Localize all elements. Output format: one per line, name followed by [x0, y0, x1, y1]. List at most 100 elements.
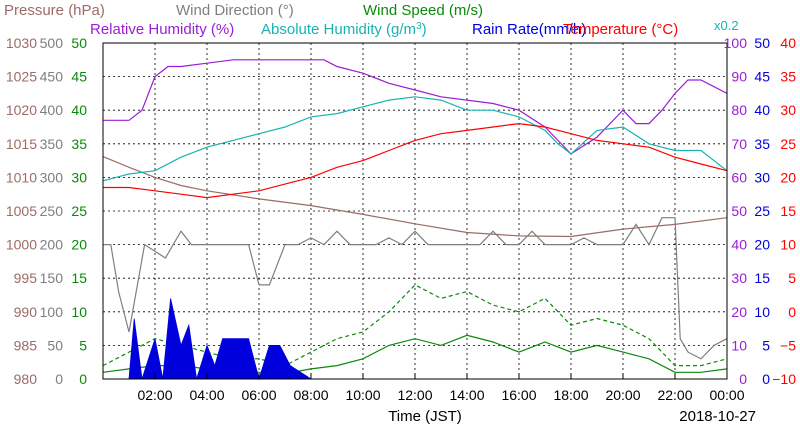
- y-tick-label-rain_rate: 15: [754, 270, 770, 286]
- y-tick-label-wind_speed: 15: [71, 270, 87, 286]
- y-tick-label-wind_speed: 25: [71, 203, 87, 219]
- y-tick-label-pressure: 1000: [6, 237, 37, 253]
- legend-entry: Absolute Humidity (g/m3): [261, 21, 427, 39]
- y-tick-label-wind_speed: 40: [71, 102, 87, 118]
- legend-entry: Rain Rate(mm/h): [472, 21, 586, 38]
- y-tick-label-wind_speed: 20: [71, 237, 87, 253]
- y-tick-label-relative_humidity: 60: [731, 169, 747, 185]
- y-tick-label-relative_humidity: 50: [731, 203, 747, 219]
- x-tick-label: 02:00: [137, 387, 172, 403]
- series-relative-humidity: [103, 59, 728, 155]
- y-tick-label-rain_rate: 50: [754, 35, 770, 51]
- grid: [103, 43, 727, 379]
- y-tick-label-wind_speed: 50: [71, 35, 87, 51]
- x-tick-label: 22:00: [657, 387, 692, 403]
- y-tick-label-rain_rate: 45: [754, 69, 770, 85]
- y-tick-label-pressure: 980: [14, 371, 38, 387]
- y-tick-label-rain_rate: 35: [754, 136, 770, 152]
- y-tick-label-pressure: 1020: [6, 102, 37, 118]
- y-tick-label-rain_rate: 0: [762, 371, 770, 387]
- x-axis-label: Time (JST): [388, 408, 462, 425]
- y-tick-label-rain_rate: 5: [762, 337, 770, 353]
- y-tick-label-temperature: 25: [780, 136, 796, 152]
- x-tick-label: 06:00: [241, 387, 276, 403]
- y-tick-label-wind_speed: 10: [71, 304, 87, 320]
- y-tick-label-relative_humidity: 100: [724, 35, 748, 51]
- x-tick-label: 18:00: [553, 387, 588, 403]
- y-tick-label-temperature: 0: [788, 304, 796, 320]
- series-temperature: [103, 122, 728, 199]
- y-tick-label-wind_direction: 0: [55, 371, 63, 387]
- legend-entry: Relative Humidity (%): [90, 21, 234, 38]
- y-tick-label-rain_rate: 25: [754, 203, 770, 219]
- x-tick-label: 04:00: [189, 387, 224, 403]
- series-layer: [102, 59, 728, 381]
- y-tick-label-wind_direction: 400: [40, 102, 64, 118]
- y-tick-label-relative_humidity: 10: [731, 337, 747, 353]
- y-tick-label-temperature: −5: [780, 337, 796, 353]
- y-tick-label-wind_direction: 250: [40, 203, 64, 219]
- y-tick-label-rain_rate: 30: [754, 169, 770, 185]
- y-tick-label-rain_rate: 40: [754, 102, 770, 118]
- y-tick-label-wind_direction: 150: [40, 270, 64, 286]
- y-tick-label-pressure: 985: [14, 337, 38, 353]
- y-tick-label-relative_humidity: 20: [731, 304, 747, 320]
- y-tick-label-wind_direction: 300: [40, 169, 64, 185]
- axes-layer: 1030102510201015101010051000995990985980…: [6, 35, 796, 403]
- y-tick-label-relative_humidity: 90: [731, 69, 747, 85]
- y-tick-label-pressure: 1015: [6, 136, 37, 152]
- y-tick-label-temperature: 15: [780, 203, 796, 219]
- y-tick-label-wind_speed: 45: [71, 69, 87, 85]
- series-absolute-humidity: [102, 96, 728, 182]
- y-tick-label-wind_speed: 35: [71, 136, 87, 152]
- y-tick-label-temperature: 30: [780, 102, 796, 118]
- y-tick-label-relative_humidity: 80: [731, 102, 747, 118]
- y-tick-label-wind_direction: 50: [47, 337, 63, 353]
- y-tick-label-temperature: 10: [780, 237, 796, 253]
- y-tick-label-temperature: 5: [788, 270, 796, 286]
- y-tick-label-pressure: 1010: [6, 169, 37, 185]
- y-tick-label-pressure: 995: [14, 270, 38, 286]
- y-tick-label-wind_direction: 450: [40, 69, 64, 85]
- y-tick-label-pressure: 1030: [6, 35, 37, 51]
- y-tick-label-temperature: 40: [780, 35, 796, 51]
- legend-entry: Wind Speed (m/s): [363, 2, 483, 19]
- y-tick-label-wind_direction: 350: [40, 136, 64, 152]
- legend-entry: Wind Direction (°): [176, 2, 294, 19]
- y-tick-label-pressure: 1005: [6, 203, 37, 219]
- y-tick-label-wind_speed: 0: [79, 371, 87, 387]
- series-pressure: [102, 156, 728, 238]
- y-tick-label-pressure: 990: [14, 304, 38, 320]
- legend-entry: Pressure (hPa): [4, 2, 105, 19]
- y-tick-label-temperature: 35: [780, 69, 796, 85]
- legend: Pressure (hPa) Wind Direction (°) Wind Spe…: [4, 2, 678, 38]
- x-tick-label: 08:00: [293, 387, 328, 403]
- series-wind-direction: [103, 217, 728, 360]
- x-tick-label: 20:00: [605, 387, 640, 403]
- y-tick-label-wind_direction: 500: [40, 35, 64, 51]
- y-tick-label-wind_direction: 200: [40, 237, 64, 253]
- x-tick-label: 14:00: [449, 387, 484, 403]
- y-tick-label-temperature: −10: [772, 371, 796, 387]
- y-tick-label-rain_rate: 10: [754, 304, 770, 320]
- legend-entry: Temperature (°C): [563, 21, 678, 38]
- y-tick-label-relative_humidity: 0: [739, 371, 747, 387]
- x-tick-label: 10:00: [345, 387, 380, 403]
- y-tick-label-wind_direction: 100: [40, 304, 64, 320]
- y-tick-label-temperature: 20: [780, 169, 796, 185]
- y-tick-label-relative_humidity: 70: [731, 136, 747, 152]
- y-tick-label-relative_humidity: 30: [731, 270, 747, 286]
- x-tick-label: 16:00: [501, 387, 536, 403]
- y-tick-label-pressure: 1025: [6, 69, 37, 85]
- y-tick-label-rain_rate: 20: [754, 237, 770, 253]
- series-rain-rate: [103, 298, 727, 381]
- y-tick-label-relative_humidity: 40: [731, 237, 747, 253]
- x-tick-label: 00:00: [709, 387, 744, 403]
- y-tick-label-wind_speed: 30: [71, 169, 87, 185]
- scale-note: x0.2: [714, 18, 739, 33]
- date-label: 2018-10-27: [679, 408, 756, 425]
- y-tick-label-wind_speed: 5: [79, 337, 87, 353]
- x-tick-label: 12:00: [397, 387, 432, 403]
